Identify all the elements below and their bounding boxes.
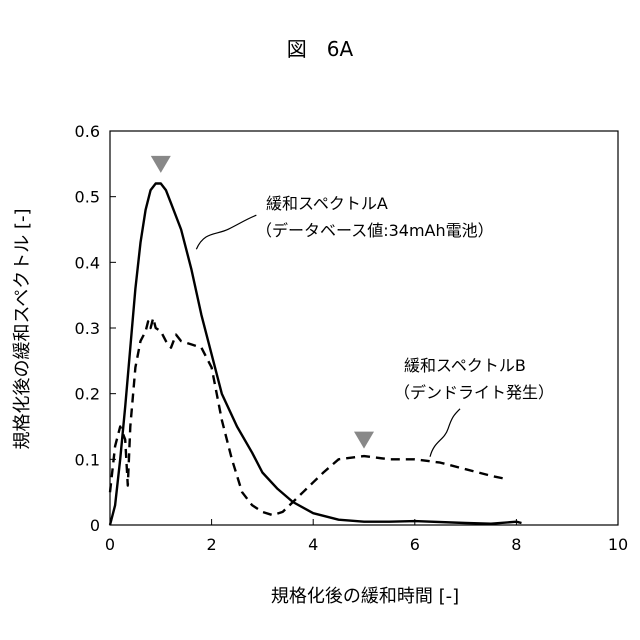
annotation-a: 緩和スペクトルA （データベース値:34mAh電池） [256, 194, 494, 240]
y-axis-label: 規格化後の緩和スペクトル [-] [12, 208, 33, 449]
x-tick-label-0: 0 [105, 535, 115, 554]
annotation-b-leader [430, 409, 460, 457]
y-tick-label-1: 0.1 [75, 450, 100, 469]
annotation-b-line-1: 緩和スペクトルB [404, 356, 526, 375]
y-tick-label-5: 0.5 [75, 188, 100, 207]
x-axis-label: 規格化後の緩和時間 [-] [271, 586, 459, 607]
x-tick-label-5: 10 [608, 535, 628, 554]
annotation-a-leader [196, 215, 256, 249]
annotation-b-line-2: （デンドライト発生） [394, 383, 554, 402]
y-tick-label-2: 0.2 [75, 385, 100, 404]
axes [110, 131, 618, 525]
x-tick-label-2: 4 [308, 535, 318, 554]
x-tick-label-1: 2 [207, 535, 217, 554]
tick-labels: 0 2 4 6 8 10 0 0.1 0.2 0.3 0.4 0.5 0.6 [75, 122, 629, 554]
y-tick-label-6: 0.6 [75, 122, 100, 141]
annotation-b: 緩和スペクトルB （デンドライト発生） [394, 356, 554, 402]
plot-frame [110, 131, 618, 525]
annotation-a-line-1: 緩和スペクトルA [266, 194, 388, 213]
y-tick-label-3: 0.3 [75, 319, 100, 338]
y-tick-label-0: 0 [90, 516, 100, 535]
y-tick-label-4: 0.4 [75, 253, 100, 272]
figure-title: 図 6A [287, 37, 354, 61]
peak-marker-0 [151, 156, 171, 173]
annotation-a-line-2: （データベース値:34mAh電池） [256, 221, 494, 240]
series-line-1 [110, 318, 506, 515]
peak-marker-1 [354, 432, 374, 449]
x-tick-label-4: 8 [511, 535, 521, 554]
x-tick-label-3: 6 [410, 535, 420, 554]
annotation-leaders [196, 215, 460, 457]
